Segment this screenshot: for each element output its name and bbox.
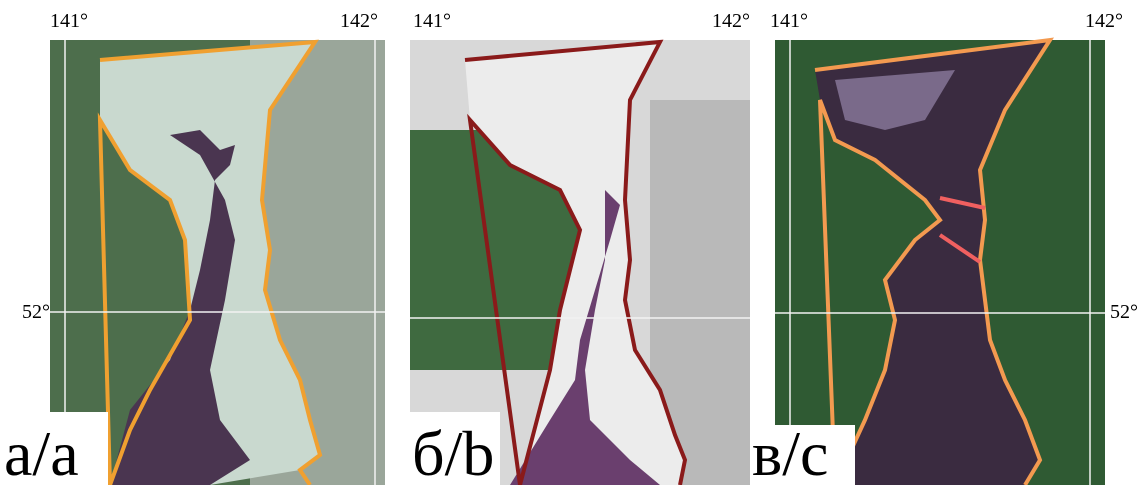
- lon-label: 141°: [770, 10, 808, 32]
- figure: 141° 142° 52° а/a 141° 142° б/b 141° 142…: [0, 0, 1144, 485]
- panel-a: [50, 40, 385, 485]
- lon-label: 142°: [712, 10, 750, 32]
- lon-label: 141°: [50, 10, 88, 32]
- panel-label: в/с: [752, 418, 828, 485]
- lon-label: 142°: [1085, 10, 1123, 32]
- lon-label: 141°: [413, 10, 451, 32]
- lat-label: 52°: [22, 301, 50, 323]
- panel-label: б/b: [412, 418, 494, 485]
- lon-label: 142°: [340, 10, 378, 32]
- lat-label: 52°: [1110, 301, 1138, 323]
- panel-label: а/a: [4, 418, 79, 485]
